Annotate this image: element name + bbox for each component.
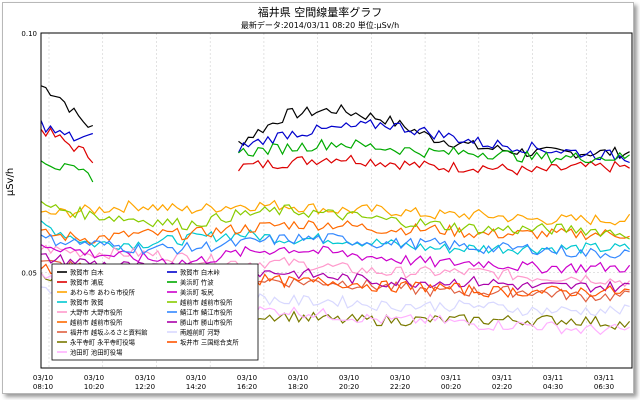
series-line: [40, 160, 94, 183]
x-tick-label-time: 20:20: [339, 383, 359, 391]
y-axis-label: μSv/h: [5, 168, 16, 196]
x-tick-label-time: 12:20: [135, 383, 155, 391]
series-line: [40, 244, 631, 274]
series-line: [238, 154, 630, 176]
x-tick-label-date: 03/11: [441, 374, 461, 382]
x-tick-label-time: 04:30: [543, 383, 563, 391]
x-tick-label-time: 06:30: [594, 383, 614, 391]
series-line: [41, 253, 630, 294]
x-tick-label-date: 03/10: [288, 374, 308, 382]
axis-ticks: 03/1008:1003/1010:2003/1012:2003/1014:20…: [21, 30, 614, 391]
chart-subtitle: 最新データ:2014/03/11 08:20 単位:μSv/h: [241, 20, 399, 30]
y-tick-label: 0.10: [21, 30, 37, 38]
x-tick-label-date: 03/11: [492, 374, 512, 382]
x-tick-label-date: 03/10: [237, 374, 257, 382]
series-line: [40, 200, 630, 240]
chart-title: 福井県 空間線量率グラフ: [258, 5, 383, 19]
plot-area-border: [40, 32, 633, 369]
legend-entry-label: あわら市 あわら市役所: [70, 288, 136, 297]
x-tick-label-date: 03/10: [186, 374, 206, 382]
y-tick-label: 0.05: [21, 269, 37, 277]
series-line: [41, 220, 630, 245]
x-tick-label-time: 02:20: [492, 383, 512, 391]
legend-entry-label: 敦賀市 浦底: [70, 278, 104, 287]
series-line: [40, 233, 630, 259]
x-tick-label-date: 03/10: [339, 374, 359, 382]
series-line: [40, 220, 631, 255]
legend-entry-label: 池田町 池田町役場: [70, 348, 123, 357]
x-tick-label-time: 14:20: [186, 383, 206, 391]
series-line: [40, 127, 94, 164]
x-tick-label-time: 18:20: [288, 383, 308, 391]
legend-entry-label: 勝山市 勝山市役所: [180, 318, 233, 327]
x-tick-label-date: 03/11: [543, 374, 563, 382]
series-line: [40, 244, 631, 288]
x-tick-label-date: 03/10: [135, 374, 155, 382]
legend-entry-label: 美浜町 坂尻: [180, 288, 214, 297]
legend-entry-label: 美浜町 竹波: [180, 278, 214, 287]
legend-entry-label: 坂井市 三国総合支所: [180, 338, 239, 347]
legend-box: [51, 263, 259, 361]
legend-entry-label: 敦賀市 白木: [70, 268, 104, 277]
x-tick-label-date: 03/10: [84, 374, 104, 382]
legend-entry-label: 敦賀市 敦賀: [70, 298, 104, 307]
x-tick-label-time: 08:10: [33, 383, 53, 391]
legend-entry-label: 福井市 越坂ふるさと資料館: [70, 328, 148, 337]
series-line: [238, 138, 630, 165]
x-tick-label-date: 03/10: [390, 374, 410, 382]
x-tick-label-time: 10:20: [84, 383, 104, 391]
legend-entry-label: 大野市 大野市役所: [70, 308, 123, 317]
x-tick-label-date: 03/10: [33, 374, 53, 382]
legend-entry-label: 南越前町 河野: [180, 328, 220, 337]
legend-entry-label: 鯖江市 鯖江市役所: [180, 308, 233, 317]
x-tick-label-time: 00:20: [441, 383, 461, 391]
series-line: [40, 85, 94, 129]
legend-entry-label: 永平寺町 永平寺町役場: [70, 338, 136, 347]
legend-entry-label: 敦賀市 白木峠: [180, 268, 220, 277]
legend-entry-label: 越前市 越前市役所: [180, 298, 233, 307]
series-lines: [40, 85, 631, 336]
x-tick-label-date: 03/11: [594, 374, 614, 382]
x-tick-label-time: 16:20: [237, 383, 257, 391]
x-tick-label-time: 22:20: [390, 383, 410, 391]
series-line: [40, 120, 93, 142]
legend-entry-label: 越前市 越前市役所: [70, 318, 123, 327]
series-line: [237, 119, 630, 164]
